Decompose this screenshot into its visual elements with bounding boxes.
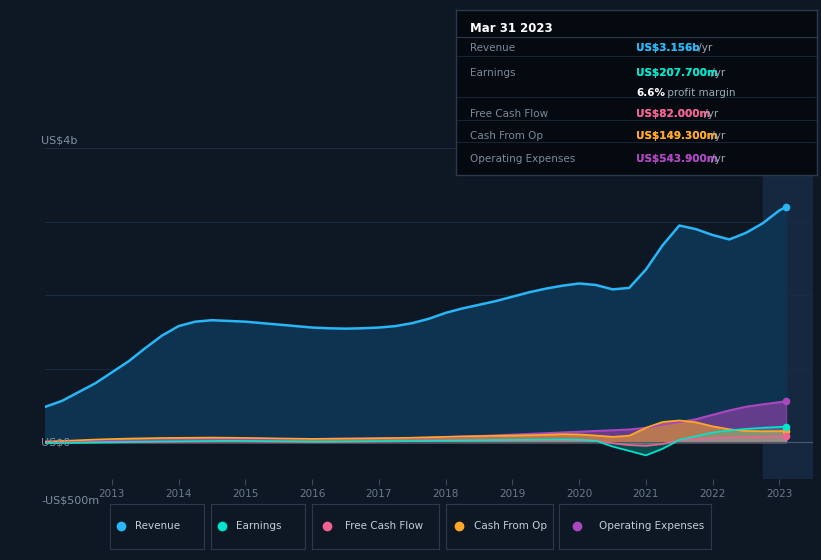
Text: US$149.300m: US$149.300m	[636, 131, 718, 141]
Text: US$3.156b: US$3.156b	[636, 43, 700, 53]
Text: Free Cash Flow: Free Cash Flow	[345, 521, 423, 531]
Text: profit margin: profit margin	[663, 88, 736, 99]
Text: US$82.000m: US$82.000m	[636, 109, 711, 119]
Text: Earnings: Earnings	[236, 521, 281, 531]
Text: US$543.900m: US$543.900m	[636, 153, 718, 164]
Bar	[763, 148, 821, 479]
Text: US$543.900m: US$543.900m	[636, 153, 718, 164]
Text: Revenue: Revenue	[470, 43, 516, 53]
Text: Free Cash Flow: Free Cash Flow	[470, 109, 548, 119]
Text: US$543.900m /yr: US$543.900m /yr	[636, 153, 737, 164]
Text: /yr: /yr	[701, 109, 718, 119]
Text: -US$500m: -US$500m	[41, 496, 99, 506]
Text: US$4b: US$4b	[41, 136, 77, 146]
Text: /yr: /yr	[708, 68, 725, 78]
Text: Operating Expenses: Operating Expenses	[599, 521, 704, 531]
Text: US$207.700m: US$207.700m	[636, 68, 718, 78]
Text: Mar 31 2023: Mar 31 2023	[470, 21, 553, 35]
Text: /yr: /yr	[708, 153, 725, 164]
Text: Operating Expenses: Operating Expenses	[470, 153, 576, 164]
Text: US$82.000m: US$82.000m	[636, 109, 711, 119]
Text: US$3.156b: US$3.156b	[636, 43, 700, 53]
Text: US$149.300m: US$149.300m	[636, 131, 718, 141]
Text: /yr: /yr	[695, 43, 712, 53]
Text: /yr: /yr	[708, 131, 725, 141]
Text: US$207.700m /yr: US$207.700m /yr	[636, 68, 737, 78]
Text: Earnings: Earnings	[470, 68, 516, 78]
Text: Cash From Op: Cash From Op	[470, 131, 544, 141]
Text: US$207.700m: US$207.700m	[636, 68, 718, 78]
Text: US$0: US$0	[41, 437, 71, 447]
Text: US$149.300m /yr: US$149.300m /yr	[636, 131, 737, 141]
Text: US$82.000m /yr: US$82.000m /yr	[636, 109, 730, 119]
Text: US$3.156b /yr: US$3.156b /yr	[636, 43, 719, 53]
Text: 6.6%: 6.6%	[636, 88, 665, 99]
Text: Revenue: Revenue	[135, 521, 180, 531]
Text: Cash From Op: Cash From Op	[474, 521, 547, 531]
